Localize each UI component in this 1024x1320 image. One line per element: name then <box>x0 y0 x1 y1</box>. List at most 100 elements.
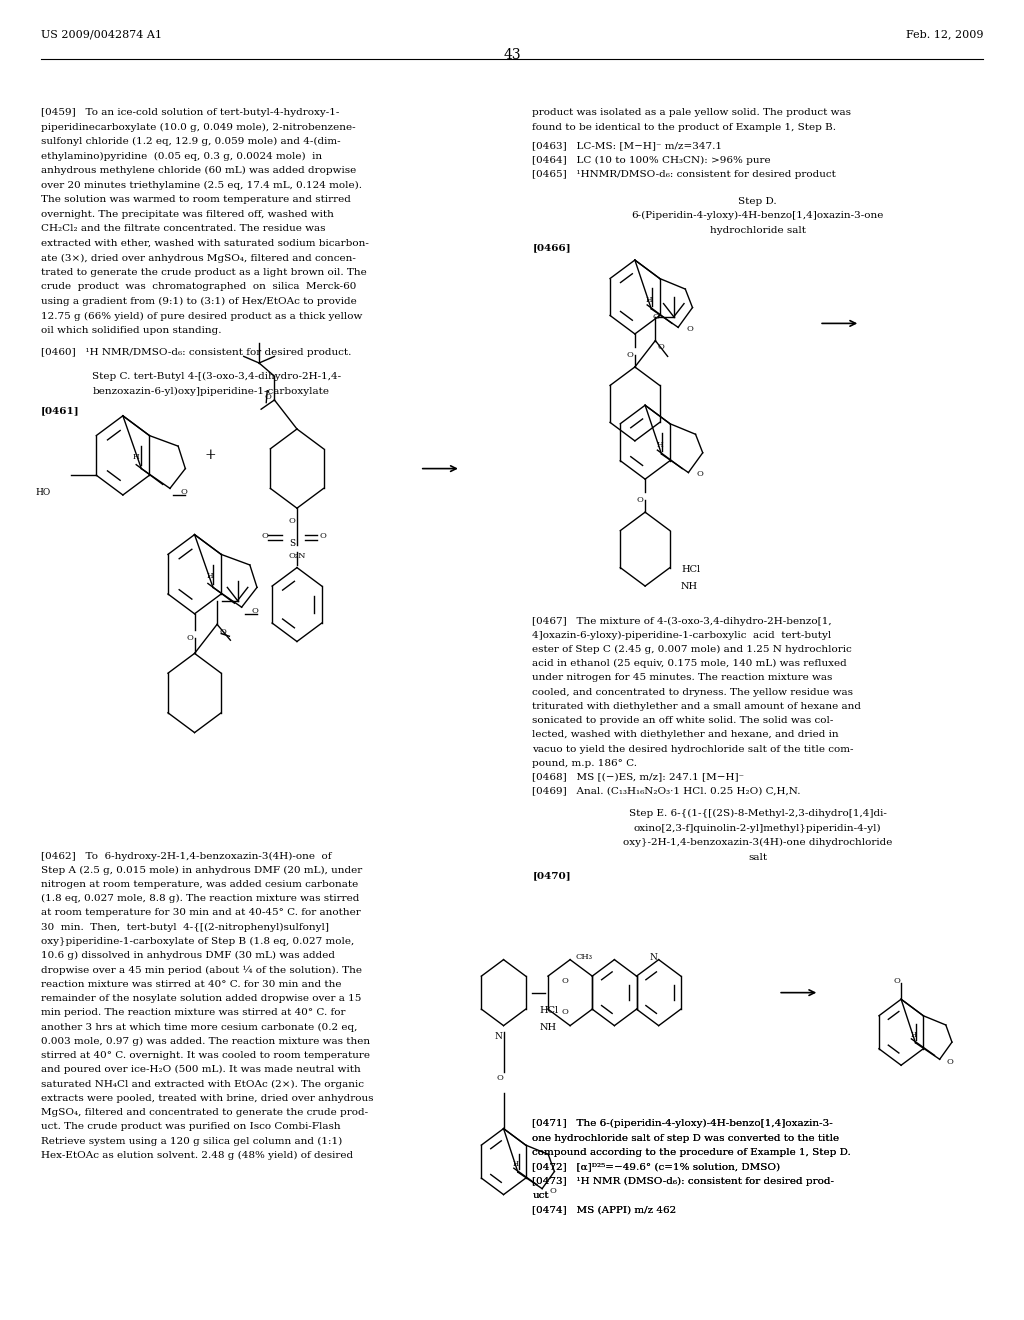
Text: Step D.: Step D. <box>738 197 777 206</box>
Text: lected, washed with diethylether and hexane, and dried in: lected, washed with diethylether and hex… <box>532 730 839 739</box>
Text: under nitrogen for 45 minutes. The reaction mixture was: under nitrogen for 45 minutes. The react… <box>532 673 833 682</box>
Text: CH₃: CH₃ <box>575 953 592 961</box>
Text: [0471]   The 6-(piperidin-4-yloxy)-4H-benzo[1,4]oxazin-3-: [0471] The 6-(piperidin-4-yloxy)-4H-benz… <box>532 1119 834 1129</box>
Text: The solution was warmed to room temperature and stirred: The solution was warmed to room temperat… <box>41 195 351 205</box>
Text: [0462]   To  6-hydroxy-2H-1,4-benzoxazin-3(4H)-one  of: [0462] To 6-hydroxy-2H-1,4-benzoxazin-3(… <box>41 851 332 861</box>
Text: ester of Step C (2.45 g, 0.007 mole) and 1.25 N hydrochloric: ester of Step C (2.45 g, 0.007 mole) and… <box>532 645 852 655</box>
Text: saturated NH₄Cl and extracted with EtOAc (2×). The organic: saturated NH₄Cl and extracted with EtOAc… <box>41 1080 364 1089</box>
Text: NH: NH <box>681 582 698 591</box>
Text: S: S <box>289 539 295 548</box>
Text: uct: uct <box>532 1191 549 1200</box>
Text: trated to generate the crude product as a light brown oil. The: trated to generate the crude product as … <box>41 268 367 277</box>
Text: nitrogen at room temperature, was added cesium carbonate: nitrogen at room temperature, was added … <box>41 880 358 888</box>
Text: one hydrochloride salt of step D was converted to the title: one hydrochloride salt of step D was con… <box>532 1134 840 1143</box>
Text: another 3 hrs at which time more cesium carbonate (0.2 eq,: another 3 hrs at which time more cesium … <box>41 1023 357 1032</box>
Text: O: O <box>627 351 633 359</box>
Text: found to be identical to the product of Example 1, Step B.: found to be identical to the product of … <box>532 123 837 132</box>
Text: oxy}-2H-1,4-benzoxazin-3(4H)-one dihydrochloride: oxy}-2H-1,4-benzoxazin-3(4H)-one dihydro… <box>623 838 893 847</box>
Text: reaction mixture was stirred at 40° C. for 30 min and the: reaction mixture was stirred at 40° C. f… <box>41 979 341 989</box>
Text: Step C. tert-Butyl 4-[(3-oxo-3,4-dihydro-2H-1,4-: Step C. tert-Butyl 4-[(3-oxo-3,4-dihydro… <box>92 372 341 381</box>
Text: uct: uct <box>532 1191 549 1200</box>
Text: [0463]   LC-MS: [M−H]⁻ m/z=347.1: [0463] LC-MS: [M−H]⁻ m/z=347.1 <box>532 141 723 150</box>
Text: H: H <box>656 441 663 449</box>
Text: Retrieve system using a 120 g silica gel column and (1:1): Retrieve system using a 120 g silica gel… <box>41 1137 342 1146</box>
Text: crude  product  was  chromatographed  on  silica  Merck-60: crude product was chromatographed on sil… <box>41 282 356 292</box>
Text: hydrochloride salt: hydrochloride salt <box>710 226 806 235</box>
Text: ethylamino)pyridine  (0.05 eq, 0.3 g, 0.0024 mole)  in: ethylamino)pyridine (0.05 eq, 0.3 g, 0.0… <box>41 152 323 161</box>
Text: benzoxazin-6-yl)oxy]piperidine-1-carboxylate: benzoxazin-6-yl)oxy]piperidine-1-carboxy… <box>92 387 329 396</box>
Text: [0473]   ¹H NMR (DMSO-d₆): consistent for desired prod-: [0473] ¹H NMR (DMSO-d₆): consistent for … <box>532 1176 835 1185</box>
Text: O: O <box>657 343 665 351</box>
Text: O: O <box>186 634 193 642</box>
Text: O: O <box>219 628 226 636</box>
Text: [0473]   ¹H NMR (DMSO-d₆): consistent for desired prod-: [0473] ¹H NMR (DMSO-d₆): consistent for … <box>532 1176 835 1185</box>
Text: 4]oxazin-6-yloxy)-piperidine-1-carboxylic  acid  tert-butyl: 4]oxazin-6-yloxy)-piperidine-1-carboxyli… <box>532 631 831 640</box>
Text: O: O <box>319 532 327 540</box>
Text: [0466]: [0466] <box>532 243 571 252</box>
Text: 12.75 g (66% yield) of pure desired product as a thick yellow: 12.75 g (66% yield) of pure desired prod… <box>41 312 362 321</box>
Text: N: N <box>495 1032 503 1041</box>
Text: CH₂Cl₂ and the filtrate concentrated. The residue was: CH₂Cl₂ and the filtrate concentrated. Th… <box>41 224 326 234</box>
Text: uct. The crude product was purified on Isco Combi-Flash: uct. The crude product was purified on I… <box>41 1122 341 1131</box>
Text: acid in ethanol (25 equiv, 0.175 mole, 140 mL) was refluxed: acid in ethanol (25 equiv, 0.175 mole, 1… <box>532 659 847 668</box>
Text: compound according to the procedure of Example 1, Step D.: compound according to the procedure of E… <box>532 1148 851 1156</box>
Text: O: O <box>261 532 268 540</box>
Text: [0464]   LC (10 to 100% CH₃CN): >96% pure: [0464] LC (10 to 100% CH₃CN): >96% pure <box>532 156 771 165</box>
Text: (1.8 eq, 0.027 mole, 8.8 g). The reaction mixture was stirred: (1.8 eq, 0.027 mole, 8.8 g). The reactio… <box>41 894 359 903</box>
Text: piperidinecarboxylate (10.0 g, 0.049 mole), 2-nitrobenzene-: piperidinecarboxylate (10.0 g, 0.049 mol… <box>41 123 355 132</box>
Text: O: O <box>947 1059 953 1067</box>
Text: [0474]   MS (APPI) m/z 462: [0474] MS (APPI) m/z 462 <box>532 1205 677 1214</box>
Text: O₂N: O₂N <box>289 552 306 560</box>
Text: [0468]   MS [(−)ES, m/z]: 247.1 [M−H]⁻: [0468] MS [(−)ES, m/z]: 247.1 [M−H]⁻ <box>532 772 744 781</box>
Text: over 20 minutes triethylamine (2.5 eq, 17.4 mL, 0.124 mole).: over 20 minutes triethylamine (2.5 eq, 1… <box>41 181 361 190</box>
Text: pound, m.p. 186° C.: pound, m.p. 186° C. <box>532 759 638 768</box>
Text: [0465]   ¹HNMR/DMSO-d₆: consistent for desired product: [0465] ¹HNMR/DMSO-d₆: consistent for des… <box>532 170 837 180</box>
Text: 10.6 g) dissolved in anhydrous DMF (30 mL) was added: 10.6 g) dissolved in anhydrous DMF (30 m… <box>41 952 335 961</box>
Text: at room temperature for 30 min and at 40-45° C. for another: at room temperature for 30 min and at 40… <box>41 908 360 917</box>
Text: N: N <box>649 953 657 962</box>
Text: triturated with diethylether and a small amount of hexane and: triturated with diethylether and a small… <box>532 702 861 711</box>
Text: extracts were pooled, treated with brine, dried over anhydrous: extracts were pooled, treated with brine… <box>41 1094 374 1102</box>
Text: O: O <box>894 977 900 985</box>
Text: ate (3×), dried over anhydrous MgSO₄, filtered and concen-: ate (3×), dried over anhydrous MgSO₄, fi… <box>41 253 355 263</box>
Text: Hex-EtOAc as elution solvent. 2.48 g (48% yield) of desired: Hex-EtOAc as elution solvent. 2.48 g (48… <box>41 1151 353 1160</box>
Text: HCl: HCl <box>681 565 700 574</box>
Text: [0474]   MS (APPI) m/z 462: [0474] MS (APPI) m/z 462 <box>532 1205 677 1214</box>
Text: [0472]   [α]ᴰ²⁵=−49.6° (c=1% solution, DMSO): [0472] [α]ᴰ²⁵=−49.6° (c=1% solution, DMS… <box>532 1162 780 1171</box>
Text: product was isolated as a pale yellow solid. The product was: product was isolated as a pale yellow so… <box>532 108 852 117</box>
Text: 30  min.  Then,  tert-butyl  4-{[(2-nitrophenyl)sulfonyl]: 30 min. Then, tert-butyl 4-{[(2-nitrophe… <box>41 923 329 932</box>
Text: O: O <box>652 313 659 321</box>
Text: US 2009/0042874 A1: US 2009/0042874 A1 <box>41 29 162 40</box>
Text: NH: NH <box>540 1023 556 1032</box>
Text: H: H <box>646 296 652 304</box>
Text: O: O <box>180 488 187 496</box>
Text: anhydrous methylene chloride (60 mL) was added dropwise: anhydrous methylene chloride (60 mL) was… <box>41 166 356 176</box>
Text: sulfonyl chloride (1.2 eq, 12.9 g, 0.059 mole) and 4-(dim-: sulfonyl chloride (1.2 eq, 12.9 g, 0.059… <box>41 137 341 147</box>
Text: H: H <box>513 1160 519 1168</box>
Text: remainder of the nosylate solution added dropwise over a 15: remainder of the nosylate solution added… <box>41 994 361 1003</box>
Text: oxino[2,3-f]quinolin-2-yl]methyl}piperidin-4-yl): oxino[2,3-f]quinolin-2-yl]methyl}piperid… <box>634 824 882 833</box>
Text: [0459]   To an ice-cold solution of tert-butyl-4-hydroxy-1-: [0459] To an ice-cold solution of tert-b… <box>41 108 339 117</box>
Text: O: O <box>264 393 271 401</box>
Text: vacuo to yield the desired hydrochloride salt of the title com-: vacuo to yield the desired hydrochloride… <box>532 744 854 754</box>
Text: extracted with ether, washed with saturated sodium bicarbon-: extracted with ether, washed with satura… <box>41 239 369 248</box>
Text: [0471]   The 6-(piperidin-4-yloxy)-4H-benzo[1,4]oxazin-3-: [0471] The 6-(piperidin-4-yloxy)-4H-benz… <box>532 1119 834 1129</box>
Text: H: H <box>207 572 213 579</box>
Text: H: H <box>133 453 139 461</box>
Text: [0461]: [0461] <box>41 407 80 416</box>
Text: MgSO₄, filtered and concentrated to generate the crude prod-: MgSO₄, filtered and concentrated to gene… <box>41 1107 368 1117</box>
Text: dropwise over a 45 min period (about ¼ of the solution). The: dropwise over a 45 min period (about ¼ o… <box>41 965 361 974</box>
Text: HCl: HCl <box>540 1006 558 1015</box>
Text: HO: HO <box>36 488 51 498</box>
Text: one hydrochloride salt of step D was converted to the title: one hydrochloride salt of step D was con… <box>532 1134 840 1143</box>
Text: Feb. 12, 2009: Feb. 12, 2009 <box>905 29 983 40</box>
Text: O: O <box>252 607 259 615</box>
Text: cooled, and concentrated to dryness. The yellow residue was: cooled, and concentrated to dryness. The… <box>532 688 853 697</box>
Text: oil which solidified upon standing.: oil which solidified upon standing. <box>41 326 221 335</box>
Text: 6-(Piperidin-4-yloxy)-4H-benzo[1,4]oxazin-3-one: 6-(Piperidin-4-yloxy)-4H-benzo[1,4]oxazi… <box>632 211 884 220</box>
Text: salt: salt <box>749 853 767 862</box>
Text: Step A (2.5 g, 0.015 mole) in anhydrous DMF (20 mL), under: Step A (2.5 g, 0.015 mole) in anhydrous … <box>41 866 362 875</box>
Text: O: O <box>696 470 703 478</box>
Text: oxy}piperidine-1-carboxylate of Step B (1.8 eq, 0.027 mole,: oxy}piperidine-1-carboxylate of Step B (… <box>41 937 354 946</box>
Text: H: H <box>910 1031 916 1039</box>
